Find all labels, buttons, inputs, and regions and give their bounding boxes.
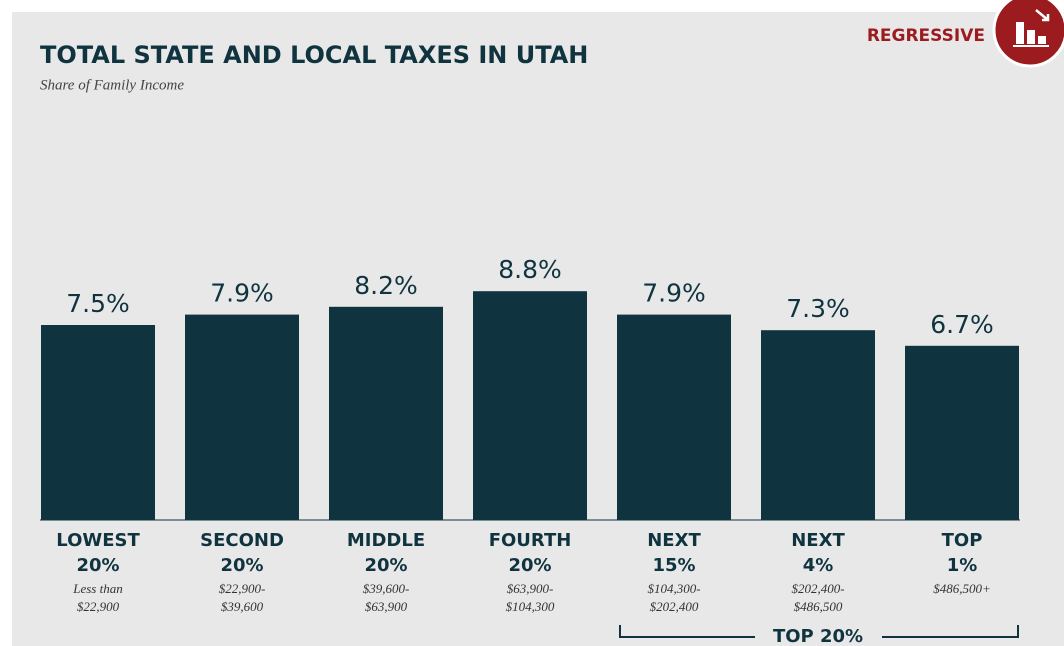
category-share: 4% [803, 555, 834, 576]
group-bracket [619, 625, 1019, 638]
value-label: 7.9% [210, 279, 274, 308]
income-range: $39,600 [221, 599, 264, 614]
value-label: 6.7% [930, 310, 994, 339]
value-label: 7.3% [786, 294, 850, 323]
bar [185, 314, 299, 520]
income-range: $202,400- [791, 581, 844, 596]
bar [41, 325, 155, 520]
category-label: MIDDLE [347, 530, 425, 551]
bar [761, 330, 875, 520]
category-label: SECOND [200, 530, 284, 551]
bar [905, 345, 1019, 520]
group-label: TOP 20% [773, 626, 863, 646]
income-range: $63,900 [365, 599, 408, 614]
value-label: 8.2% [354, 271, 418, 300]
bar [329, 306, 443, 520]
income-range: $104,300 [506, 599, 555, 614]
category-share: 20% [76, 555, 119, 576]
category-share: 20% [364, 555, 407, 576]
income-range: Less than [72, 581, 122, 596]
category-share: 20% [220, 555, 263, 576]
chart-subtitle: Share of Family Income [40, 77, 184, 93]
category-label: NEXT [647, 530, 701, 551]
value-label: 7.9% [642, 279, 706, 308]
income-range: $202,400 [650, 599, 699, 614]
income-range: $486,500+ [933, 581, 991, 596]
income-range: $63,900- [507, 581, 554, 596]
category-share: 1% [947, 555, 978, 576]
bar [473, 291, 587, 520]
income-range: $39,600- [363, 581, 410, 596]
income-range: $22,900- [219, 581, 266, 596]
category-label: TOP [942, 530, 983, 551]
income-range: $104,300- [647, 581, 700, 596]
income-range: $22,900 [77, 599, 120, 614]
value-label: 7.5% [66, 289, 130, 318]
badge-label: REGRESSIVE [867, 26, 985, 46]
category-label: LOWEST [56, 530, 140, 551]
chart-title: TOTAL STATE AND LOCAL TAXES IN UTAH [40, 41, 588, 69]
bar [617, 314, 731, 520]
income-range: $486,500 [794, 599, 843, 614]
value-label: 8.8% [498, 255, 562, 284]
category-label: NEXT [791, 530, 845, 551]
category-share: 15% [652, 555, 695, 576]
category-label: FOURTH [489, 530, 572, 551]
category-share: 20% [508, 555, 551, 576]
badge-icon [992, 0, 1064, 68]
